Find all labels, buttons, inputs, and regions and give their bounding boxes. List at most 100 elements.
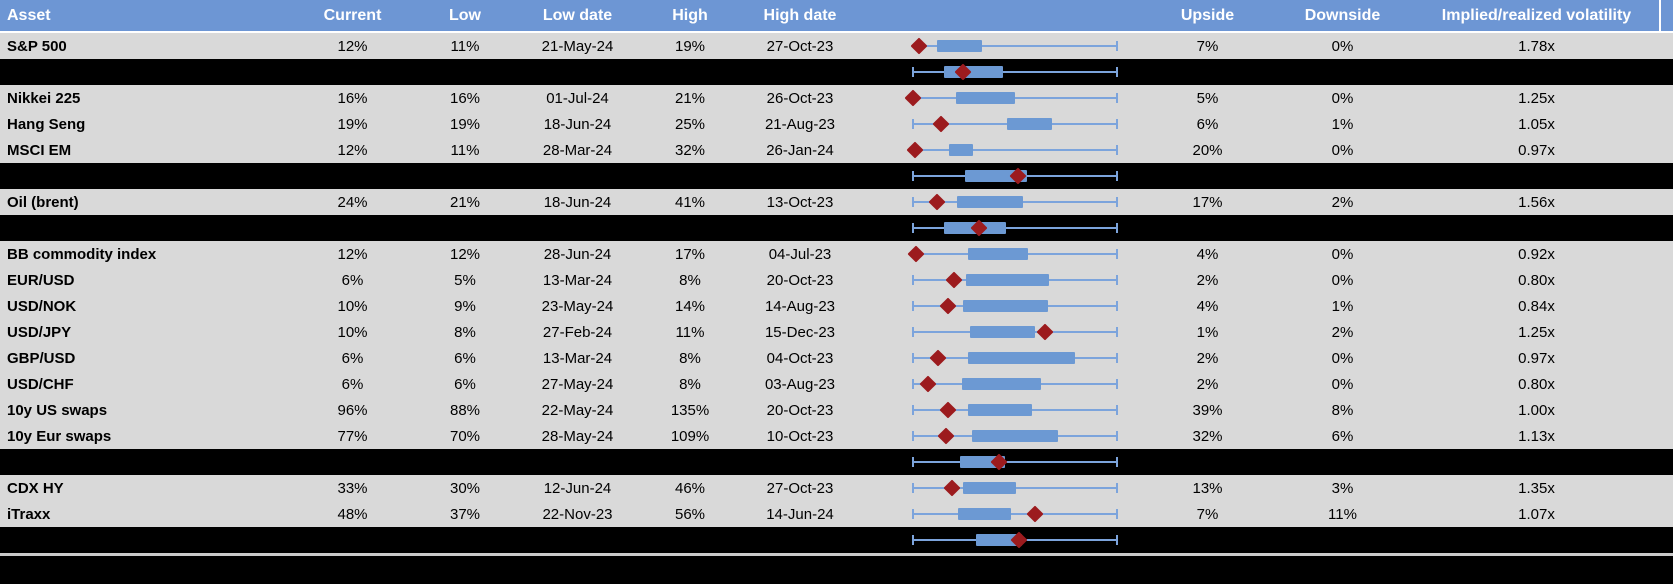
- cell-high: 8%: [679, 349, 701, 367]
- boxplot: [912, 59, 1118, 85]
- cell-current: 10%: [337, 297, 368, 315]
- box-range: [948, 144, 973, 156]
- whisker-cap-high: [1116, 249, 1118, 259]
- current-level-diamond-icon: [939, 297, 957, 315]
- whisker-cap-high: [1116, 197, 1118, 207]
- table-row: Nikkei 225 16% 16% 01-Jul-24 21% 26-Oct-23 5% 0…: [0, 85, 1673, 111]
- cell-high: 109%: [670, 427, 710, 445]
- cell-high-date: 14-Aug-23: [764, 297, 836, 315]
- cell-asset: BB commodity index: [7, 245, 157, 263]
- cell-implied-realized-volatility: 1.56x: [1518, 193, 1555, 211]
- cell-low-date: 12-Jun-24: [543, 479, 612, 497]
- boxplot: [912, 501, 1118, 527]
- cell-asset: GBP/USD: [7, 349, 76, 367]
- cell-asset: Oil (brent): [7, 193, 79, 211]
- separator-row: [0, 527, 1673, 553]
- table-row: S&P 500 12% 11% 21-May-24 19% 27-Oct-23 7% 0% 1.…: [0, 33, 1673, 59]
- whisker-cap-low: [912, 509, 914, 519]
- cell-upside: 6%: [1196, 115, 1219, 133]
- cell-current: 6%: [341, 271, 364, 289]
- cell-low: 11%: [450, 141, 480, 159]
- whisker-cap-low: [912, 301, 914, 311]
- cell-upside: 2%: [1196, 349, 1219, 367]
- cell-low-date: 23-May-24: [541, 297, 614, 315]
- header-low-date: Low date: [542, 6, 613, 24]
- cell-low: 70%: [449, 427, 481, 445]
- box-range: [961, 378, 1041, 390]
- cell-low: 37%: [449, 505, 481, 523]
- header-low: Low: [449, 6, 481, 24]
- cell-low: 88%: [449, 401, 481, 419]
- cell-high: 11%: [675, 323, 705, 341]
- cell-asset: 10y US swaps: [7, 401, 108, 419]
- boxplot: [904, 85, 1118, 111]
- whisker-line: [919, 45, 1117, 47]
- cell-low-date: 13-Mar-24: [542, 349, 613, 367]
- cell-downside: 0%: [1331, 245, 1354, 263]
- cell-upside: 4%: [1196, 297, 1219, 315]
- whisker-cap-low: [912, 405, 914, 415]
- whisker-cap-low: [912, 379, 914, 389]
- whisker-cap-high: [1116, 275, 1118, 285]
- whisker-cap-low: [912, 171, 914, 181]
- cell-high-date: 26-Oct-23: [766, 89, 834, 107]
- cell-implied-realized-volatility: 0.84x: [1518, 297, 1555, 315]
- bottom-black-band: [0, 556, 1673, 584]
- cell-high: 135%: [670, 401, 710, 419]
- current-level-diamond-icon: [910, 37, 928, 55]
- table-row: iTraxx 48% 37% 22-Nov-23 56% 14-Jun-24 7% 11% 1.…: [0, 501, 1673, 527]
- cell-implied-realized-volatility: 1.25x: [1518, 323, 1555, 341]
- current-level-diamond-icon: [907, 245, 925, 263]
- cell-low: 6%: [454, 349, 476, 367]
- cell-current: 12%: [337, 37, 368, 55]
- cell-implied-realized-volatility: 1.13x: [1518, 427, 1555, 445]
- whisker-cap-low: [912, 431, 914, 441]
- header-current: Current: [323, 6, 382, 24]
- cell-asset: S&P 500: [7, 37, 67, 55]
- boxplot: [912, 449, 1118, 475]
- cell-downside: 1%: [1331, 297, 1354, 315]
- cell-downside: 3%: [1331, 479, 1354, 497]
- separator-row: [0, 215, 1673, 241]
- current-level-diamond-icon: [937, 427, 955, 445]
- boxplot: [912, 371, 1118, 397]
- cell-implied-realized-volatility: 0.80x: [1518, 271, 1555, 289]
- box-range: [943, 66, 1003, 78]
- cell-downside: 6%: [1331, 427, 1354, 445]
- whisker-cap-high: [1116, 379, 1118, 389]
- whisker-line: [913, 97, 1117, 99]
- whisker-cap-low: [912, 483, 914, 493]
- cell-low-date: 22-Nov-23: [542, 505, 613, 523]
- cell-high-date: 13-Oct-23: [766, 193, 834, 211]
- cell-upside: 13%: [1192, 479, 1223, 497]
- cell-downside: 0%: [1331, 271, 1354, 289]
- cell-low-date: 18-Jun-24: [543, 115, 612, 133]
- whisker-cap-high: [1116, 509, 1118, 519]
- cell-implied-realized-volatility: 0.92x: [1518, 245, 1555, 263]
- header-high: High: [672, 6, 708, 24]
- current-level-diamond-icon: [928, 193, 946, 211]
- cell-low: 9%: [454, 297, 476, 315]
- whisker-cap-high: [1116, 41, 1118, 51]
- current-level-diamond-icon: [943, 479, 961, 497]
- whisker-cap-low: [912, 223, 914, 233]
- cell-high-date: 21-Aug-23: [764, 115, 836, 133]
- box-range: [962, 300, 1048, 312]
- whisker-cap-high: [1116, 431, 1118, 441]
- cell-upside: 7%: [1196, 505, 1219, 523]
- cell-high-date: 15-Dec-23: [764, 323, 836, 341]
- cell-current: 12%: [337, 141, 368, 159]
- cell-high: 46%: [674, 479, 706, 497]
- whisker-cap-high: [1116, 171, 1118, 181]
- cell-high-date: 27-Oct-23: [766, 37, 834, 55]
- cell-upside: 1%: [1196, 323, 1219, 341]
- boxplot: [912, 267, 1118, 293]
- box-range: [968, 404, 1032, 416]
- boxplot: [912, 293, 1118, 319]
- header-implied-realized-volatility: Implied/realized volatility: [1441, 6, 1632, 24]
- box-range: [937, 40, 983, 52]
- table-row: USD/CHF 6% 6% 27-May-24 8% 03-Aug-23 2% 0% 0.80x: [0, 371, 1673, 397]
- boxplot: [912, 215, 1118, 241]
- cell-upside: 17%: [1192, 193, 1223, 211]
- header-asset: Asset: [7, 6, 51, 24]
